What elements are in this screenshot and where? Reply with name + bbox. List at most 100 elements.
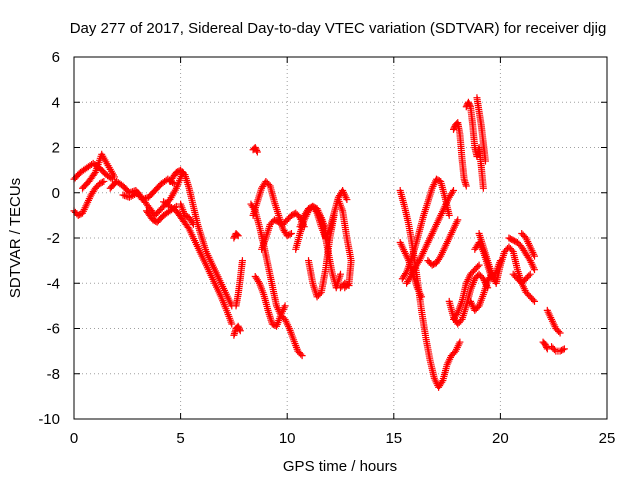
- data-point: [418, 293, 426, 301]
- x-axis-label: GPS time / hours: [283, 458, 397, 475]
- data-point: [298, 352, 306, 360]
- data-point: [475, 261, 483, 269]
- data-track: [449, 261, 483, 323]
- y-tick-label: 0: [52, 185, 60, 202]
- data-point: [287, 229, 295, 237]
- data-point: [454, 216, 462, 224]
- data-point: [559, 346, 567, 354]
- y-tick-label: 2: [52, 140, 60, 157]
- data-point: [343, 196, 351, 204]
- data-point: [466, 101, 474, 109]
- x-tick-label: 15: [385, 430, 402, 447]
- data-track: [467, 270, 496, 314]
- data-point: [560, 345, 568, 353]
- data-point: [555, 328, 563, 336]
- data-point: [189, 220, 197, 228]
- data-track: [160, 198, 236, 328]
- data-track: [505, 234, 539, 274]
- data-point: [481, 157, 489, 165]
- data-track: [518, 229, 539, 260]
- data-point: [238, 257, 246, 265]
- y-tick-labels: -10 -8 -6 -4 -2 0 2 4 6: [38, 49, 60, 428]
- data-point: [531, 297, 539, 305]
- data-point: [281, 302, 289, 310]
- y-tick-label: -6: [47, 321, 60, 338]
- data-track: [79, 150, 119, 192]
- data-track: [509, 270, 534, 287]
- data-point: [525, 255, 533, 263]
- data-point: [449, 125, 457, 133]
- data-track: [543, 306, 564, 337]
- x-tick-label: 20: [492, 430, 509, 447]
- data-track: [424, 216, 462, 269]
- data-point: [543, 343, 551, 351]
- data-point: [235, 324, 243, 332]
- data-point: [464, 98, 472, 106]
- y-tick-label: -10: [38, 411, 60, 428]
- chart-title: Day 277 of 2017, Sidereal Day-to-day VTE…: [70, 20, 607, 37]
- x-tick-label: 10: [279, 430, 296, 447]
- data-point: [236, 327, 244, 335]
- data-point: [465, 100, 473, 108]
- y-tick-label: 6: [52, 49, 60, 66]
- data-track: [230, 322, 244, 339]
- data-point: [252, 145, 260, 153]
- data-point: [344, 281, 352, 289]
- data-track: [251, 272, 289, 330]
- data-point: [462, 182, 470, 190]
- data-track: [315, 211, 344, 292]
- data-point: [230, 234, 238, 242]
- data-point: [337, 270, 344, 278]
- data-track: [166, 166, 236, 310]
- data-point: [316, 290, 324, 298]
- data-track: [396, 186, 464, 391]
- data-point: [188, 219, 196, 227]
- data-point: [541, 340, 549, 348]
- data-point: [254, 278, 262, 286]
- data-point: [556, 329, 564, 337]
- data-point: [456, 338, 464, 346]
- data-point: [448, 188, 456, 196]
- data-point: [529, 296, 537, 304]
- data-track: [177, 200, 197, 228]
- data-point: [228, 320, 236, 328]
- y-tick-label: 4: [52, 94, 60, 111]
- data-point: [438, 378, 446, 386]
- plot-frame: [73, 56, 608, 420]
- data-point: [414, 258, 422, 266]
- data-point: [479, 184, 487, 192]
- data-point: [550, 346, 558, 354]
- x-tick-label: 0: [70, 430, 78, 447]
- data-point: [236, 325, 244, 333]
- y-tick-label: -8: [47, 366, 60, 383]
- data-point: [297, 350, 305, 358]
- data-point: [286, 230, 294, 238]
- data-point: [531, 266, 539, 274]
- data-point: [453, 310, 461, 318]
- data-point: [253, 148, 261, 156]
- data-point: [111, 173, 119, 181]
- data-track: [249, 177, 295, 240]
- data-point: [233, 231, 241, 239]
- data-point: [90, 170, 98, 178]
- data-point: [474, 263, 482, 271]
- data-point: [345, 282, 353, 290]
- data-point: [253, 147, 261, 155]
- data-point: [508, 246, 516, 254]
- data-point: [234, 322, 242, 330]
- data-point: [526, 270, 534, 278]
- data-point: [330, 211, 338, 219]
- data-point: [531, 252, 539, 260]
- x-tick-label: 25: [599, 430, 616, 447]
- data-point: [251, 144, 259, 151]
- data-point: [525, 272, 533, 280]
- data-point: [449, 186, 457, 194]
- data-markers: [70, 94, 568, 391]
- data-track: [249, 144, 261, 156]
- data-track: [403, 186, 457, 287]
- data-track: [230, 229, 242, 242]
- data-track: [337, 279, 353, 292]
- data-point: [402, 270, 410, 278]
- x-tick-labels: 0 5 10 15 20 25: [70, 430, 616, 447]
